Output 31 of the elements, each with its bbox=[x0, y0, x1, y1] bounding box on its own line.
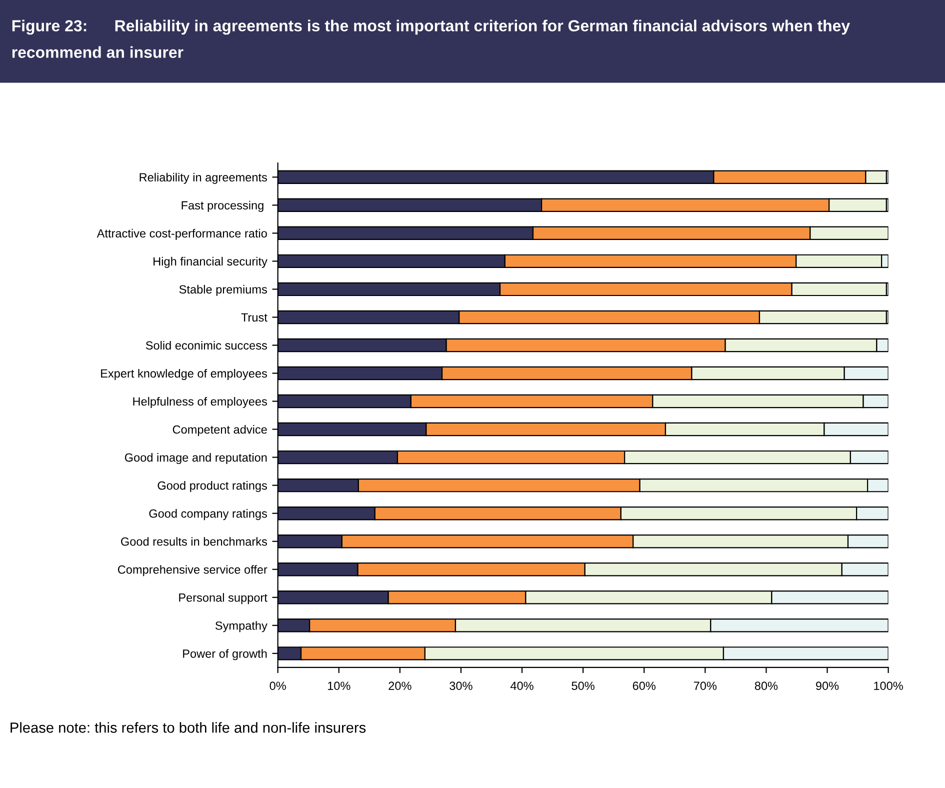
x-tick-label: 70% bbox=[694, 682, 717, 690]
y-tick-label: Good company ratings bbox=[149, 509, 267, 520]
y-tick-label: Comprehensive service offer bbox=[118, 565, 268, 576]
y-tick-label: Reliability in agreements bbox=[140, 172, 267, 184]
chart-title: Figure 23: Reliability in agreements is the most important criterion for German financial advisors when they recommend an insurer bbox=[12, 20, 850, 58]
y-tick-label: Personal support bbox=[179, 593, 268, 604]
x-tick-label: 50% bbox=[572, 682, 594, 690]
x-tick-label: 30% bbox=[450, 682, 472, 690]
y-tick-label: High financial security bbox=[154, 256, 268, 268]
y-tick-label: Competent advice bbox=[172, 425, 267, 436]
x-tick-label: 0% bbox=[270, 682, 286, 690]
x-tick-label: 60% bbox=[632, 682, 656, 690]
x-tick-label: 100% bbox=[874, 682, 903, 690]
x-tick-label: 80% bbox=[754, 682, 778, 690]
x-tick-label: 40% bbox=[510, 682, 534, 690]
y-tick-label: Sympathy bbox=[215, 621, 268, 632]
y-tick-label: Good product ratings bbox=[158, 481, 267, 492]
y-tick-label: Helpfulness of employees bbox=[133, 396, 267, 408]
y-tick-label: Stable premiums bbox=[179, 284, 267, 296]
y-tick-label: Attractive cost-performance ratio bbox=[96, 228, 267, 240]
y-tick-label: Power of growth bbox=[183, 649, 267, 660]
y-tick-label: Fast processing bbox=[182, 200, 264, 212]
y-tick-label: Good results in benchmarks bbox=[121, 537, 267, 546]
y-tick-label: Trust bbox=[241, 313, 268, 322]
x-tick-label: 90% bbox=[816, 682, 839, 690]
y-tick-label: Expert knowledge of employees bbox=[101, 368, 267, 380]
text: Please note: this refers to both life and non-life insurers bbox=[10, 722, 366, 733]
x-tick-label: 20% bbox=[388, 682, 412, 690]
y-tick-label: Solid econimic success bbox=[146, 340, 267, 350]
y-tick-label: Good image and reputation bbox=[124, 453, 267, 464]
x-tick-label: 10% bbox=[328, 682, 350, 690]
